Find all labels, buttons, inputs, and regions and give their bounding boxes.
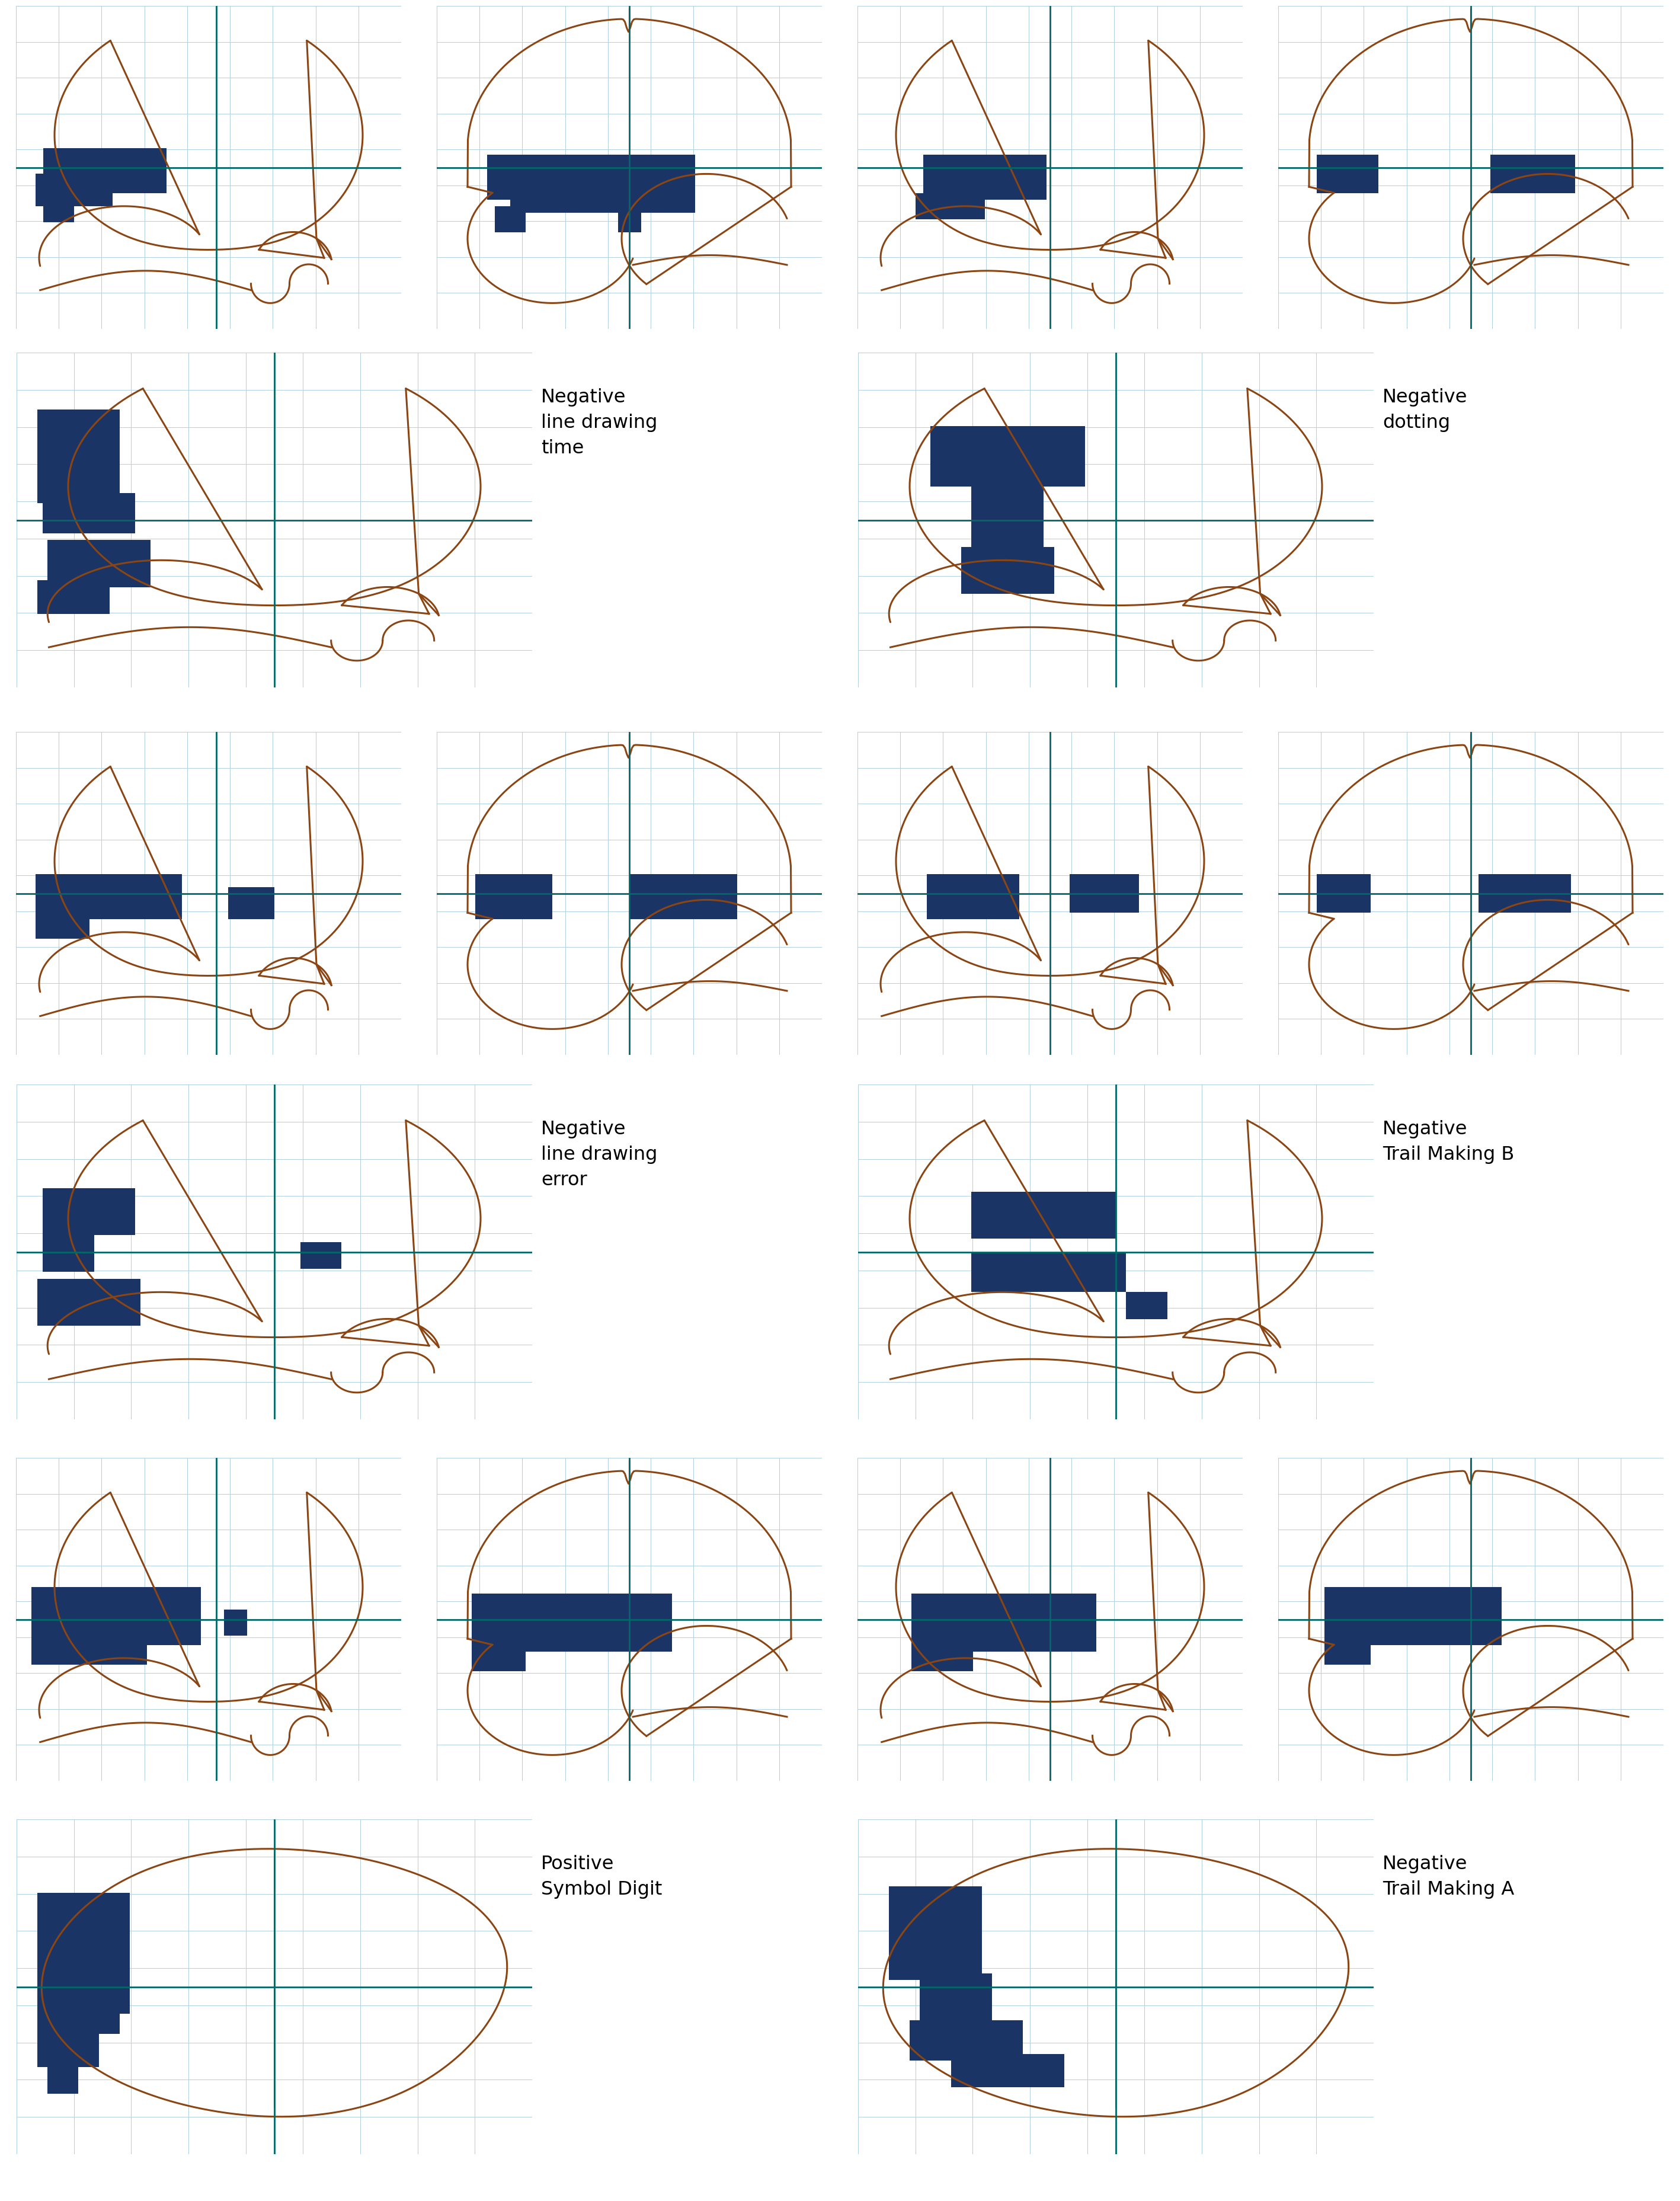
Bar bbox=[1070, 874, 1139, 913]
Bar bbox=[1317, 874, 1371, 913]
Text: Negative
dotting: Negative dotting bbox=[1383, 387, 1468, 431]
Bar bbox=[1317, 154, 1378, 194]
Bar bbox=[228, 887, 274, 920]
Bar bbox=[1126, 1292, 1168, 1318]
Text: Negative
line drawing
error: Negative line drawing error bbox=[541, 1120, 657, 1189]
Bar bbox=[301, 1241, 341, 1268]
Bar bbox=[971, 1191, 1116, 1239]
Bar bbox=[42, 1189, 134, 1235]
Bar bbox=[618, 213, 640, 231]
Bar bbox=[35, 913, 89, 938]
Bar bbox=[42, 493, 134, 533]
Bar bbox=[927, 874, 1020, 920]
Bar bbox=[37, 2027, 99, 2067]
Bar bbox=[931, 427, 1085, 486]
Bar bbox=[951, 2054, 1065, 2087]
Bar bbox=[223, 1609, 247, 1635]
Bar bbox=[35, 174, 113, 207]
Text: Positive
Symbol Digit: Positive Symbol Digit bbox=[541, 1855, 662, 1899]
Bar bbox=[44, 200, 74, 222]
Bar bbox=[35, 874, 181, 920]
Bar bbox=[971, 480, 1043, 546]
Bar bbox=[912, 1594, 1097, 1651]
Bar bbox=[916, 194, 984, 220]
Bar bbox=[32, 1587, 202, 1644]
Bar bbox=[37, 581, 109, 614]
Bar bbox=[47, 539, 151, 588]
Bar bbox=[487, 154, 556, 200]
Bar bbox=[1324, 1587, 1502, 1644]
Bar bbox=[37, 1279, 141, 1325]
Bar bbox=[494, 207, 526, 231]
Bar bbox=[1478, 874, 1571, 913]
Bar bbox=[922, 154, 1047, 200]
Bar bbox=[1490, 154, 1574, 194]
Bar bbox=[971, 1252, 1126, 1292]
Bar bbox=[44, 147, 166, 194]
Bar bbox=[912, 1644, 973, 1671]
Bar bbox=[42, 1233, 94, 1272]
Bar bbox=[909, 2021, 1023, 2060]
Bar bbox=[37, 1893, 129, 2014]
Text: Negative
Trail Making A: Negative Trail Making A bbox=[1383, 1855, 1514, 1899]
Bar bbox=[32, 1640, 146, 1664]
Bar bbox=[889, 1886, 981, 1981]
Bar bbox=[472, 1594, 672, 1651]
Bar bbox=[37, 409, 119, 504]
Bar bbox=[37, 2007, 119, 2034]
Bar bbox=[921, 1974, 993, 2021]
Bar bbox=[630, 874, 738, 920]
Bar bbox=[961, 546, 1053, 594]
Bar bbox=[47, 2067, 79, 2093]
Text: Negative
line drawing
time: Negative line drawing time bbox=[541, 387, 657, 458]
Bar bbox=[1324, 1640, 1371, 1664]
Bar bbox=[472, 1644, 526, 1671]
Text: Negative
Trail Making B: Negative Trail Making B bbox=[1383, 1120, 1514, 1164]
Bar bbox=[475, 874, 553, 920]
Bar bbox=[511, 154, 696, 213]
